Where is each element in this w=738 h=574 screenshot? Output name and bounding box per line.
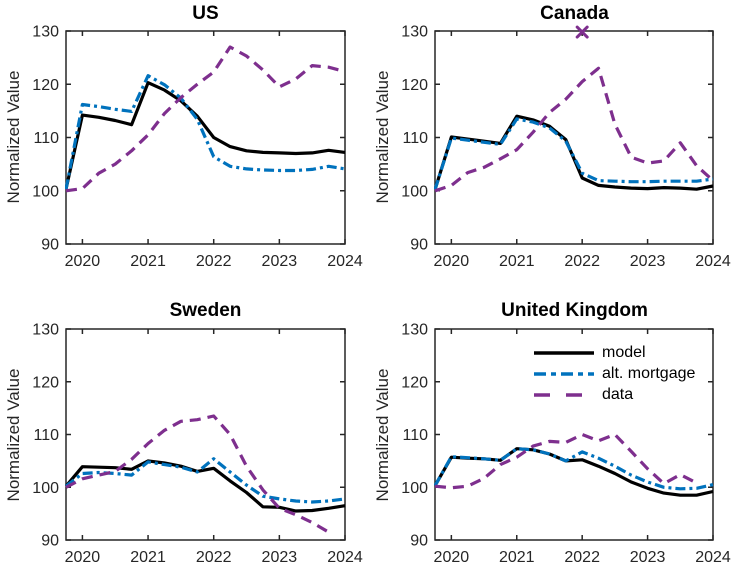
subplot-canada: Canada Normalized Value 2020 2021 2022 2023… [369, 0, 738, 287]
x-tick-label: 2022 [564, 253, 600, 270]
y-tick-label: 130 [401, 24, 428, 41]
legend-entry-alt-mortgage: alt. mortgage [533, 363, 703, 384]
subplot-title-us: US [192, 3, 219, 24]
united-kingdom-chart-canvas: 2020 2021 2022 2023 2024 90 100 110 120 130 [401, 322, 731, 567]
series-line-data [65, 414, 330, 534]
sweden-chart-canvas: 2020 2021 2022 2023 2024 90 100 110 120 130 [32, 322, 363, 567]
series-line-data [65, 45, 346, 193]
y-tick-label: 130 [401, 322, 428, 339]
x-tick-label: 2020 [434, 253, 470, 270]
y-tick-label: 100 [401, 183, 428, 200]
x-tick-label: 2024 [695, 549, 731, 566]
x-tick-label: 2023 [630, 253, 666, 270]
x-tick-label: 2023 [630, 549, 666, 566]
subplot-title-united-kingdom: United Kingdom [501, 300, 648, 321]
x-tick-label: 2023 [262, 549, 298, 566]
x-tick-label: 2024 [327, 253, 363, 270]
axes-frame [65, 328, 346, 541]
subplot-title-sweden: Sweden [169, 300, 242, 321]
y-tick-label: 130 [32, 322, 59, 339]
y-tick-label: 120 [401, 77, 428, 94]
x-tick-label: 2020 [65, 253, 101, 270]
y-tick-label: 120 [32, 374, 59, 391]
y-tick-label: 130 [32, 24, 59, 41]
series-line-alt-mortgage [65, 74, 346, 190]
subplot-united-kingdom: United Kingdom Normalized Value 2020 2021… [369, 287, 738, 574]
y-tick-label: 110 [402, 427, 428, 444]
canada-chart-canvas: 2020 2021 2022 2023 2024 90 100 110 120 130 [401, 24, 731, 271]
y-tick-label: 110 [402, 130, 428, 147]
series-line-data [434, 432, 698, 490]
legend-entry-data: data [533, 384, 703, 405]
y-tick-label: 90 [41, 533, 59, 550]
x-tick-label: 2021 [130, 549, 166, 566]
x-tick-label: 2020 [434, 549, 470, 566]
legend-entry-label: alt. mortgage [602, 364, 696, 382]
series-line-alt-mortgage [434, 447, 714, 491]
series-line-data [434, 66, 714, 193]
y-tick-label: 100 [32, 183, 59, 200]
x-tick-label: 2022 [196, 549, 232, 566]
x-tick-label: 2021 [499, 253, 535, 270]
x-tick-label: 2020 [65, 549, 101, 566]
legend: model alt. mortgage data [533, 342, 703, 405]
legend-entry-label: data [602, 385, 634, 403]
legend-entry-label: model [602, 343, 646, 361]
x-tick-label: 2022 [564, 549, 600, 566]
series-line-model [65, 459, 346, 513]
y-tick-label: 110 [33, 427, 59, 444]
subplot-sweden: Sweden Normalized Value 2020 2021 2022 2023… [0, 287, 369, 574]
y-tick-label: 100 [32, 480, 59, 497]
x-tick-label: 2021 [499, 549, 535, 566]
subplot-title-canada: Canada [540, 3, 609, 24]
y-tick-label: 110 [33, 130, 59, 147]
x-tick-label: 2024 [695, 253, 731, 270]
series-line-alt-mortgage [434, 117, 714, 191]
y-tick-label: 120 [401, 374, 428, 391]
legend-line-sample-model [534, 350, 594, 355]
axes-frame [434, 30, 714, 245]
outlier-x-marker [575, 25, 589, 39]
legend-entry-model: model [533, 342, 703, 363]
y-tick-label: 90 [410, 237, 428, 254]
series-line-alt-mortgage [65, 457, 346, 504]
y-tick-label: 90 [410, 533, 428, 550]
x-tick-label: 2022 [196, 253, 232, 270]
legend-line-sample-alt-mortgage [534, 371, 594, 376]
us-chart-canvas: 2020 2021 2022 2023 2024 90 100 110 120 130 [32, 24, 363, 271]
x-tick-label: 2024 [327, 549, 363, 566]
y-tick-label: 90 [41, 237, 59, 254]
x-tick-label: 2023 [262, 253, 298, 270]
x-tick-label: 2021 [130, 253, 166, 270]
legend-line-sample-data [534, 392, 594, 397]
subplot-us: US Normalized Value 2020 2021 2022 2023 2024… [0, 0, 369, 287]
series-line-model [65, 81, 346, 190]
y-tick-label: 120 [32, 77, 59, 94]
y-tick-label: 100 [401, 480, 428, 497]
